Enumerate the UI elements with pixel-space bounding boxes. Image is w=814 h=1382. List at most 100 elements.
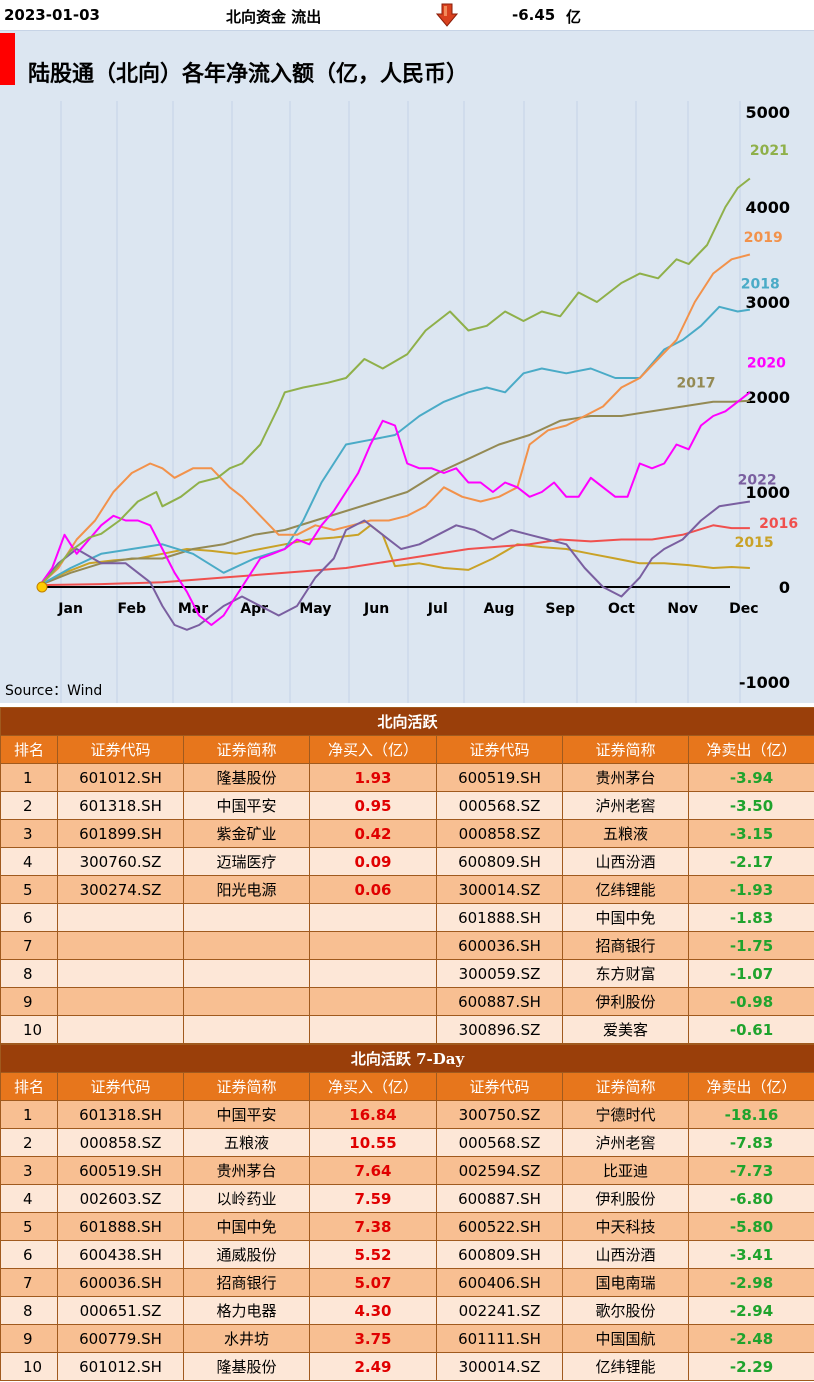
table-row: 6 601888.SH 中国中免 -1.83 xyxy=(0,903,814,932)
table-row: 2 601318.SH 中国平安 0.95 000568.SZ 泸州老窖 -3.50 xyxy=(0,791,814,820)
cell-sell-code: 300014.SZ xyxy=(436,1352,563,1381)
table-row: 7 600036.SH 招商银行 5.07 600406.SH 国电南瑞 -2.98 xyxy=(0,1268,814,1297)
cell-sell-name: 泸州老窖 xyxy=(562,791,689,820)
cell-buy-name: 招商银行 xyxy=(183,1268,310,1297)
cell-sell-val: -2.48 xyxy=(687,1324,814,1353)
y-tick-label: -1000 xyxy=(739,673,790,692)
cell-buy-name: 迈瑞医疗 xyxy=(183,847,310,876)
x-tick-label: Oct xyxy=(608,601,635,617)
table-row: 4 300760.SZ 迈瑞医疗 0.09 600809.SH 山西汾酒 -2.17 xyxy=(0,847,814,876)
series-label-2020: 2020 xyxy=(747,356,786,372)
header-flow-unit: 亿 xyxy=(566,8,582,26)
column-header: 证券代码 xyxy=(436,1072,563,1101)
cell-sell-code: 600887.SH xyxy=(436,987,563,1016)
cell-rank: 5 xyxy=(0,875,58,904)
northbound-active-table: 北向活跃 排名 证券代码 证券简称 净买入（亿） 证券代码 证券简称 净卖出（亿） 1 601… xyxy=(0,707,814,1044)
cell-buy-code: 601888.SH xyxy=(57,1212,184,1241)
y-tick-label: 0 xyxy=(779,578,790,597)
cell-sell-val: -1.83 xyxy=(687,903,814,932)
cell-sell-name: 招商银行 xyxy=(562,931,689,960)
x-tick-label: Apr xyxy=(240,601,268,617)
x-tick-label: May xyxy=(299,601,331,617)
cell-buy-name xyxy=(183,959,310,988)
cell-rank: 4 xyxy=(0,847,58,876)
cell-buy-val xyxy=(309,987,437,1016)
cell-sell-name: 中国国航 xyxy=(562,1324,689,1353)
column-header: 净卖出（亿） xyxy=(687,735,814,764)
header-date: 2023-01-03 xyxy=(4,6,100,24)
column-header: 证券简称 xyxy=(183,735,310,764)
cell-sell-name: 国电南瑞 xyxy=(562,1268,689,1297)
cell-sell-name: 亿纬锂能 xyxy=(562,1352,689,1381)
x-tick-label: Nov xyxy=(667,601,697,617)
table1-title: 北向活跃 xyxy=(0,707,814,736)
table-row: 6 600438.SH 通威股份 5.52 600809.SH 山西汾酒 -3.41 xyxy=(0,1240,814,1269)
cell-sell-code: 600519.SH xyxy=(436,763,563,792)
header-bar: 2023-01-03 北向资金 流出 -6.45 亿 xyxy=(0,0,814,31)
series-line-2021 xyxy=(39,177,751,586)
cell-buy-code xyxy=(57,987,184,1016)
cell-rank: 7 xyxy=(0,1268,58,1297)
series-line-2022 xyxy=(39,500,751,631)
cell-rank: 2 xyxy=(0,791,58,820)
cell-sell-name: 山西汾酒 xyxy=(562,847,689,876)
cell-sell-val: -2.29 xyxy=(687,1352,814,1381)
cell-sell-code: 600809.SH xyxy=(436,1240,563,1269)
series-label-2015: 2015 xyxy=(735,535,774,551)
cell-buy-code: 601899.SH xyxy=(57,819,184,848)
cell-sell-code: 601111.SH xyxy=(436,1324,563,1353)
cell-buy-code: 300760.SZ xyxy=(57,847,184,876)
series-line-2015 xyxy=(39,524,750,586)
cell-sell-code: 000568.SZ xyxy=(436,1128,563,1157)
cell-sell-name: 爱美客 xyxy=(562,1015,689,1044)
cell-sell-name: 宁德时代 xyxy=(562,1100,689,1129)
column-header: 证券简称 xyxy=(562,735,689,764)
cell-sell-code: 601888.SH xyxy=(436,903,563,932)
x-tick-label: Sep xyxy=(545,601,575,617)
cell-rank: 4 xyxy=(0,1184,58,1213)
cell-sell-val: -0.61 xyxy=(687,1015,814,1044)
cell-buy-val xyxy=(309,959,437,988)
chart-title: 陆股通（北向）各年净流入额（亿，人民币） xyxy=(28,61,468,87)
column-header: 净买入（亿） xyxy=(309,735,437,764)
table-row: 5 601888.SH 中国中免 7.38 600522.SH 中天科技 -5.80 xyxy=(0,1212,814,1241)
tables-container: 北向活跃 排名 证券代码 证券简称 净买入（亿） 证券代码 证券简称 净卖出（亿） 1 601… xyxy=(0,707,814,1381)
cell-sell-name: 伊利股份 xyxy=(562,987,689,1016)
table-row: 4 002603.SZ 以岭药业 7.59 600887.SH 伊利股份 -6.80 xyxy=(0,1184,814,1213)
cell-buy-val: 16.84 xyxy=(309,1100,437,1129)
cell-rank: 8 xyxy=(0,1296,58,1325)
cell-sell-name: 山西汾酒 xyxy=(562,1240,689,1269)
cell-buy-val: 3.75 xyxy=(309,1324,437,1353)
y-tick-label: 4000 xyxy=(745,198,790,217)
cell-buy-name xyxy=(183,931,310,960)
cell-rank: 3 xyxy=(0,1156,58,1185)
cell-rank: 7 xyxy=(0,931,58,960)
cell-buy-code: 600036.SH xyxy=(57,1268,184,1297)
cell-buy-code: 600779.SH xyxy=(57,1324,184,1353)
x-tick-label: Aug xyxy=(484,601,515,617)
cell-buy-val: 0.42 xyxy=(309,819,437,848)
cell-buy-val xyxy=(309,1015,437,1044)
cell-rank: 3 xyxy=(0,819,58,848)
northbound-active-7day-table: 北向活跃 7-Day 排名 证券代码 证券简称 净买入（亿） 证券代码 证券简称 净卖出（亿… xyxy=(0,1044,814,1381)
y-tick-label: 1000 xyxy=(745,483,790,502)
cell-buy-val: 10.55 xyxy=(309,1128,437,1157)
cell-sell-name: 比亚迪 xyxy=(562,1156,689,1185)
cell-sell-val: -2.98 xyxy=(687,1268,814,1297)
cell-buy-name: 通威股份 xyxy=(183,1240,310,1269)
cell-sell-val: -18.16 xyxy=(687,1100,814,1129)
cell-sell-name: 亿纬锂能 xyxy=(562,875,689,904)
cell-sell-code: 600809.SH xyxy=(436,847,563,876)
cell-sell-name: 伊利股份 xyxy=(562,1184,689,1213)
cell-sell-code: 300014.SZ xyxy=(436,875,563,904)
cell-sell-val: -2.94 xyxy=(687,1296,814,1325)
chart-background xyxy=(0,31,814,703)
cell-sell-val: -7.73 xyxy=(687,1156,814,1185)
column-header: 排名 xyxy=(0,1072,58,1101)
series-label-2016: 2016 xyxy=(759,516,798,532)
y-tick-label: 2000 xyxy=(745,388,790,407)
table-row: 10 300896.SZ 爱美客 -0.61 xyxy=(0,1015,814,1044)
series-line-2019 xyxy=(39,253,751,586)
cell-sell-val: -1.75 xyxy=(687,931,814,960)
cell-buy-name: 水井坊 xyxy=(183,1324,310,1353)
